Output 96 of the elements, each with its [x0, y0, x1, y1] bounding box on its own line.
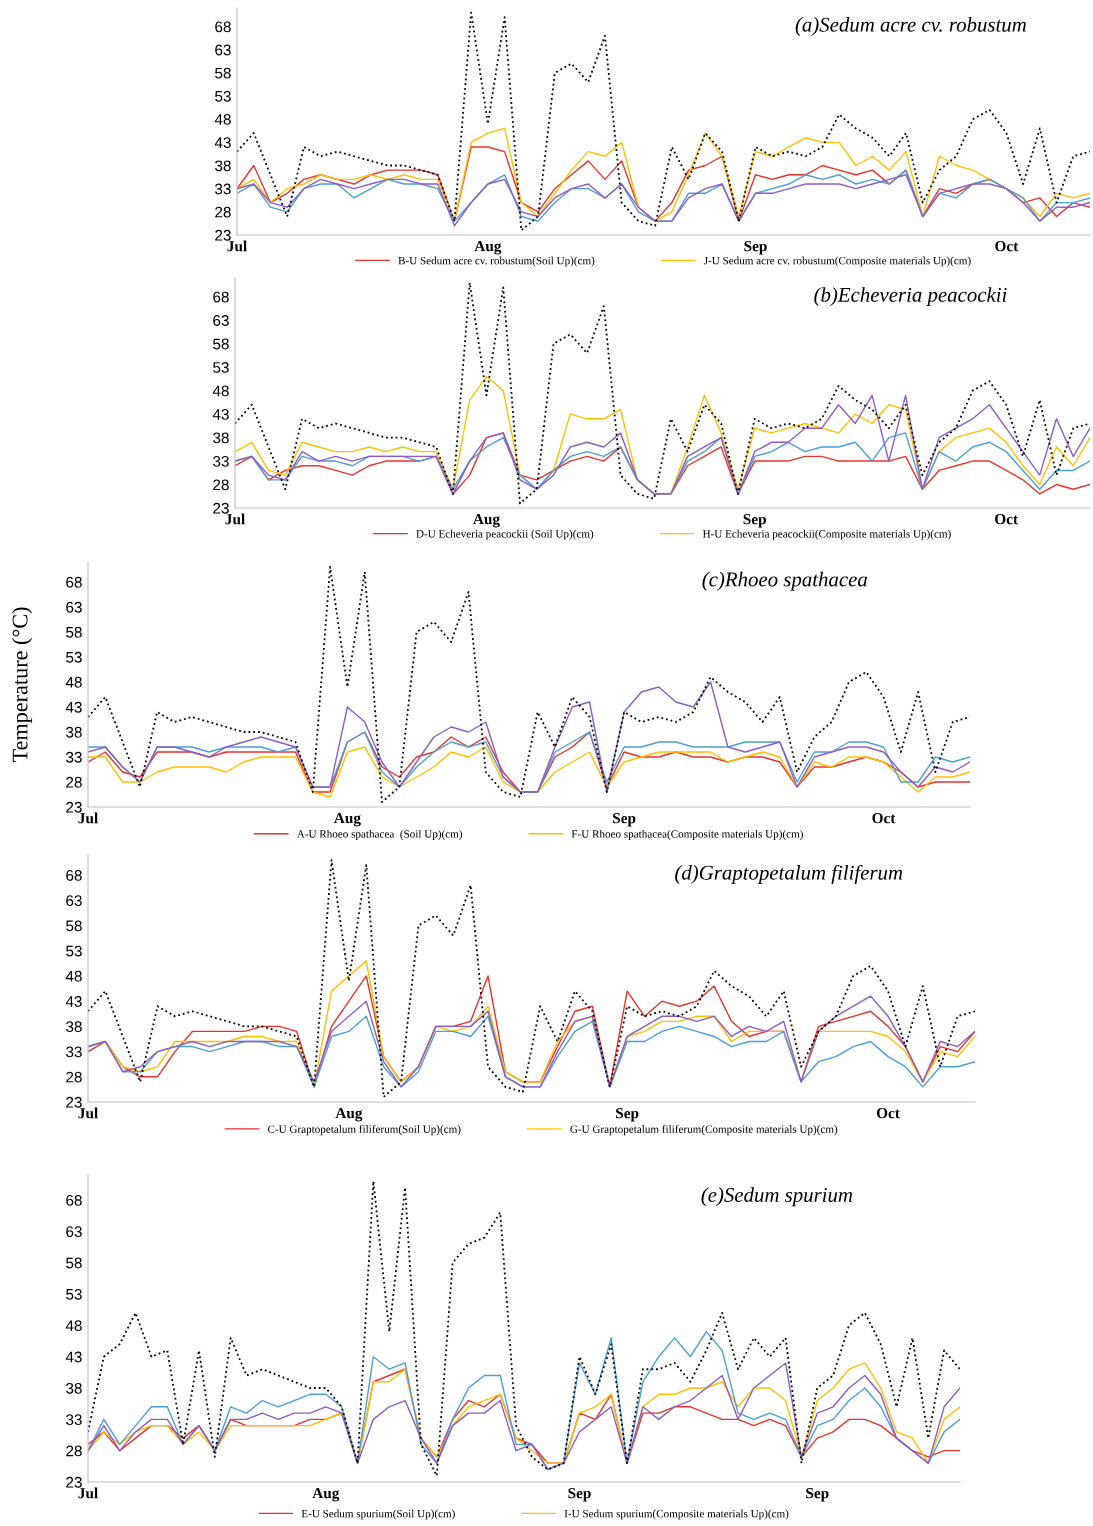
y-tick-label: 43 — [214, 137, 231, 149]
y-tick-label: 68 — [66, 576, 82, 588]
y-tick-label: 33 — [66, 751, 82, 763]
text: (e)Sedum spurium — [701, 1187, 853, 1207]
y-tick-label: 68 — [66, 870, 82, 881]
x-tick-label: Sep — [613, 813, 636, 827]
chart-title: (d)Graptopetalum filiferum — [675, 864, 903, 884]
y-tick-label: 53 — [66, 651, 82, 663]
y-tick-label: 58 — [66, 626, 82, 638]
chart-title: (b)Echeveria peacockii — [814, 287, 1007, 307]
y-tick-label: 43 — [65, 701, 82, 713]
line-series — [88, 859, 975, 1098]
line-series — [88, 995, 975, 1088]
y-tick-label: 28 — [66, 1445, 82, 1457]
y-tick-label: 23 — [215, 229, 231, 241]
y-tick-label: 38 — [215, 160, 231, 172]
x-tick-label: Sep — [744, 241, 767, 255]
y-tick-label: 48 — [65, 1320, 82, 1332]
x-tick-label: Jul — [78, 812, 98, 824]
y-tick-label: 43 — [65, 1351, 82, 1363]
chart-title: (c)Rhoeo spathacea — [702, 571, 868, 591]
y-tick-label: 63 — [66, 601, 82, 613]
line-series — [237, 11, 1090, 232]
y-tick-label: 38 — [213, 432, 229, 444]
y-tick-label: 33 — [66, 1046, 82, 1058]
line-series — [88, 566, 970, 803]
x-tick-label: Sep — [568, 1488, 591, 1502]
x-tick-label: Oct — [876, 1108, 900, 1119]
x-tick-label: Aug — [473, 513, 500, 528]
legend-label: D-U Echeveria peacockii (Soil Up)(cm) — [416, 529, 594, 540]
line-series — [235, 394, 1090, 495]
line-series — [88, 681, 970, 793]
line-series — [237, 127, 1090, 222]
x-tick-label: Oct — [995, 241, 1019, 252]
line-series — [235, 281, 1090, 505]
y-tick-label: 48 — [214, 114, 231, 125]
x-tick-label: Aug — [333, 812, 361, 827]
y-tick-label: 33 — [66, 1414, 82, 1426]
x-tick-label: Jul — [225, 513, 245, 525]
y-tick-label: 53 — [215, 90, 231, 102]
x-tick-label: Sep — [743, 514, 766, 528]
x-tick-label: Aug — [335, 1107, 363, 1122]
y-tick-label: 48 — [212, 385, 229, 397]
y-tick-label: 58 — [66, 920, 82, 932]
y-tick-label: 68 — [215, 21, 231, 33]
x-tick-label: Aug — [312, 1487, 340, 1502]
y-tick-label: 58 — [213, 338, 229, 350]
legend-label: E-U Sedum spurium(Soil Up)(cm) — [301, 1509, 455, 1520]
y-tick-label: 43 — [65, 996, 82, 1007]
y-tick-label: 28 — [66, 776, 82, 788]
x-tick-label: Jul — [227, 240, 247, 252]
x-tick-label: Sep — [616, 1108, 639, 1122]
y-tick-label: 43 — [212, 408, 229, 420]
y-tick-label: 68 — [66, 1194, 82, 1206]
y-tick-label: 53 — [66, 1288, 82, 1300]
legend-label: G-U Graptopetalum filiferum(Composite materials Up)(cm) — [570, 1124, 838, 1136]
legend-label: H-U Echeveria peacockii(Composite materials Up)(cm) — [702, 529, 951, 540]
y-tick-label: 63 — [213, 315, 229, 326]
line-series — [88, 1180, 960, 1477]
y-tick-label: 38 — [66, 726, 82, 738]
x-tick-label: Oct — [995, 514, 1018, 525]
y-tick-label: 58 — [66, 1257, 82, 1269]
line-series — [88, 746, 970, 798]
y-tick-label: 28 — [66, 1071, 82, 1083]
y-tick-label: 63 — [66, 1226, 82, 1238]
x-tick-label: Jul — [78, 1107, 98, 1119]
y-tick-label: 58 — [215, 67, 231, 79]
y-axis-title: Temperature (°C) — [11, 607, 33, 763]
x-tick-label: Oct — [872, 813, 896, 824]
y-tick-label: 23 — [213, 502, 229, 514]
x-tick-label: Sep — [806, 1488, 829, 1502]
y-tick-label: 48 — [65, 676, 82, 688]
y-tick-label: 38 — [66, 1382, 82, 1394]
legend-label: C-U Graptopetalum filiferum(Soil Up)(cm) — [267, 1124, 461, 1136]
y-tick-label: 68 — [213, 291, 229, 303]
y-tick-label: 23 — [66, 1096, 82, 1108]
y-tick-label: 28 — [213, 479, 229, 491]
y-tick-label: 33 — [213, 455, 229, 467]
y-tick-label: 23 — [66, 1476, 82, 1488]
legend-label: B-U Sedum acre cv. robustum(Soil Up)(cm) — [398, 256, 595, 267]
y-tick-label: 48 — [65, 970, 82, 982]
y-tick-label: 33 — [215, 183, 231, 195]
y-tick-label: 38 — [66, 1021, 82, 1033]
y-tick-label: 28 — [215, 206, 231, 218]
y-tick-label: 23 — [66, 801, 82, 813]
legend-label: I-U Sedum spurium(Composite materials Up)(cm) — [564, 1509, 789, 1520]
y-tick-label: 63 — [215, 44, 231, 56]
y-tick-label: 53 — [66, 945, 82, 957]
legend-label: F-U Rhoeo spathacea(Composite materials Up)(cm) — [571, 829, 803, 840]
legend-label: J-U Sedum acre cv. robustum(Composite materials Up)(cm) — [703, 256, 971, 267]
legend-label: A-U Rhoeo spathacea (Soil Up)(cm) — [296, 829, 462, 840]
chart-title: (a)Sedum acre cv. robustum — [795, 17, 1026, 36]
y-tick-label: 53 — [213, 362, 229, 373]
x-tick-label: Jul — [78, 1487, 98, 1499]
x-tick-label: Aug — [474, 240, 502, 255]
y-tick-label: 63 — [66, 895, 82, 907]
